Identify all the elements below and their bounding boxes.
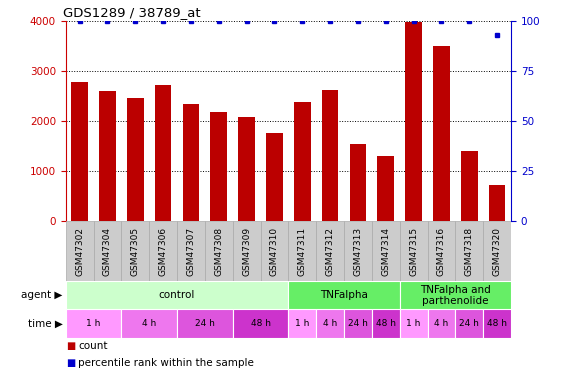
Bar [349, 144, 367, 221]
Bar [316, 309, 344, 338]
Text: 4 h: 4 h [142, 319, 156, 328]
Bar [183, 104, 199, 221]
Text: GSM47320: GSM47320 [493, 227, 502, 276]
Text: ■: ■ [66, 358, 75, 368]
Text: TNFalpha: TNFalpha [320, 290, 368, 300]
Bar [155, 85, 171, 221]
Bar [66, 221, 94, 281]
Bar [294, 102, 311, 221]
Bar [233, 309, 288, 338]
Text: GSM47316: GSM47316 [437, 226, 446, 276]
Text: GSM47305: GSM47305 [131, 226, 140, 276]
Text: time ▶: time ▶ [28, 318, 63, 328]
Text: TNFalpha and
parthenolide: TNFalpha and parthenolide [420, 285, 490, 306]
Text: 24 h: 24 h [459, 319, 479, 328]
Text: 24 h: 24 h [195, 319, 215, 328]
Text: 48 h: 48 h [251, 319, 271, 328]
Bar [238, 117, 255, 221]
Bar [428, 221, 456, 281]
Bar [66, 309, 122, 338]
Bar [405, 22, 422, 221]
Text: 1 h: 1 h [86, 319, 100, 328]
Text: GDS1289 / 38789_at: GDS1289 / 38789_at [63, 6, 201, 20]
Text: 48 h: 48 h [376, 319, 396, 328]
Bar [71, 82, 88, 221]
Bar [122, 309, 177, 338]
Text: 1 h: 1 h [295, 319, 309, 328]
Text: GSM47308: GSM47308 [214, 226, 223, 276]
Bar [461, 151, 477, 221]
Text: GSM47313: GSM47313 [353, 226, 363, 276]
Bar [456, 221, 483, 281]
Bar [489, 185, 505, 221]
Text: ■: ■ [66, 341, 75, 351]
Bar [400, 281, 511, 309]
Text: 4 h: 4 h [435, 319, 449, 328]
Text: GSM47304: GSM47304 [103, 227, 112, 276]
Bar [127, 98, 144, 221]
Text: GSM47307: GSM47307 [186, 226, 195, 276]
Bar [400, 221, 428, 281]
Bar [66, 281, 288, 309]
Bar [377, 156, 394, 221]
Bar [205, 221, 233, 281]
Bar [400, 309, 428, 338]
Text: GSM47306: GSM47306 [159, 226, 168, 276]
Bar [456, 309, 483, 338]
Text: percentile rank within the sample: percentile rank within the sample [78, 358, 254, 368]
Text: GSM47312: GSM47312 [325, 227, 335, 276]
Bar [433, 46, 450, 221]
Text: control: control [159, 290, 195, 300]
Bar [483, 221, 511, 281]
Bar [260, 221, 288, 281]
Bar [322, 90, 339, 221]
Bar [177, 221, 205, 281]
Bar [210, 112, 227, 221]
Text: 24 h: 24 h [348, 319, 368, 328]
Bar [233, 221, 260, 281]
Text: GSM47318: GSM47318 [465, 226, 474, 276]
Bar [316, 221, 344, 281]
Bar [149, 221, 177, 281]
Bar [344, 309, 372, 338]
Bar [344, 221, 372, 281]
Bar [122, 221, 149, 281]
Bar [483, 309, 511, 338]
Text: 1 h: 1 h [407, 319, 421, 328]
Text: count: count [78, 341, 108, 351]
Text: GSM47314: GSM47314 [381, 227, 391, 276]
Bar [372, 221, 400, 281]
Text: GSM47302: GSM47302 [75, 227, 84, 276]
Bar [288, 309, 316, 338]
Bar [428, 309, 456, 338]
Bar [99, 91, 116, 221]
Text: 48 h: 48 h [487, 319, 507, 328]
Bar [94, 221, 122, 281]
Bar [266, 133, 283, 221]
Text: GSM47310: GSM47310 [270, 226, 279, 276]
Bar [372, 309, 400, 338]
Text: agent ▶: agent ▶ [22, 290, 63, 300]
Text: GSM47309: GSM47309 [242, 226, 251, 276]
Bar [177, 309, 233, 338]
Bar [288, 281, 400, 309]
Bar [288, 221, 316, 281]
Text: GSM47311: GSM47311 [297, 226, 307, 276]
Text: 4 h: 4 h [323, 319, 337, 328]
Text: GSM47315: GSM47315 [409, 226, 418, 276]
